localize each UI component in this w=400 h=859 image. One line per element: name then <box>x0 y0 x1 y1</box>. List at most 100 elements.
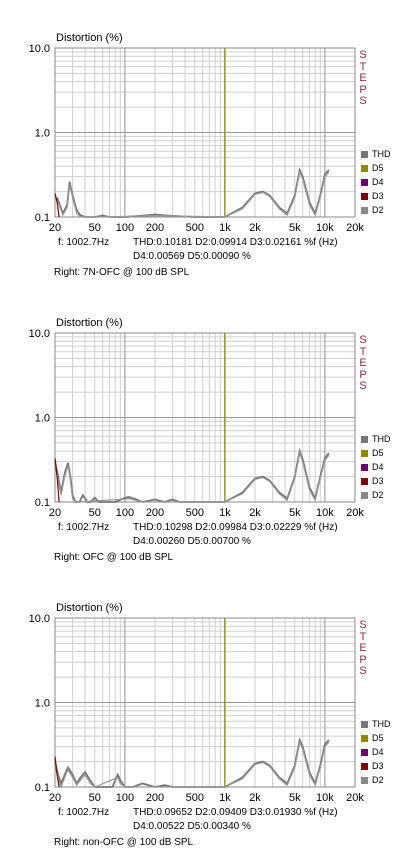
x-tick-label: 100 <box>116 792 134 804</box>
x-tick-label: 20 <box>49 507 61 519</box>
x-tick-label: 2k <box>249 507 261 519</box>
legend-swatch <box>361 164 368 172</box>
legend-item-d2: D2 <box>361 203 391 217</box>
y-tick-label: 0.1 <box>35 212 50 224</box>
legend-swatch <box>361 734 368 742</box>
legend-swatch <box>361 206 368 214</box>
x-tick-label: 100 <box>116 507 134 519</box>
x-tick-label: 50 <box>89 792 101 804</box>
legend-swatch <box>361 449 368 457</box>
legend-swatch <box>361 178 368 186</box>
y-tick-label: 1.0 <box>35 698 50 710</box>
x-tick-label: 10k <box>316 222 334 234</box>
x-tick-label: 100 <box>116 222 134 234</box>
x-tick-label: 5k <box>289 507 301 519</box>
legend-item-d4: D4 <box>361 175 391 189</box>
legend-item-d3: D3 <box>361 189 391 203</box>
series-line-d2 <box>54 740 330 789</box>
chart-caption: Right: OFC @ 100 dB SPL <box>54 552 174 563</box>
legend-item-d3: D3 <box>361 759 391 773</box>
distortion-panel-2: Distortion (%) 10.0 1.0 0.1 20 50 100 200 500 1k… <box>0 285 400 570</box>
distortion-panel-3: Distortion (%) 10.0 1.0 0.1 20 50 100 200 500 1k… <box>0 570 400 855</box>
legend: THD D5 D4 D3 D2 <box>361 432 391 502</box>
legend-item-d2: D2 <box>361 773 391 787</box>
y-tick-label: 0.1 <box>35 497 50 509</box>
legend-swatch <box>361 435 368 443</box>
legend-item-thd: THD <box>361 432 391 446</box>
x-tick-label: 2k <box>249 792 261 804</box>
x-tick-label: 50 <box>89 507 101 519</box>
x-tick-label: 200 <box>146 222 164 234</box>
readout-line-1: THD:0.10298 D2:0.09984 D3:0.02229 %f (Hz… <box>133 522 338 533</box>
distortion-chart-1: 10.0 1.0 0.120 50 100 200 500 1k 2k 5k 10k 20k <box>29 43 365 234</box>
legend-swatch <box>361 762 368 770</box>
legend-swatch <box>361 463 368 471</box>
distortion-chart-3: 10.0 1.0 0.120 50 100 200 500 1k 2k 5k 10k 20k <box>29 613 365 804</box>
readout-line-1: THD:0.10181 D2:0.09914 D3:0.02161 %f (Hz… <box>133 237 338 248</box>
x-tick-label: 200 <box>146 792 164 804</box>
y-tick-label: 10.0 <box>29 43 50 55</box>
x-tick-label: 5k <box>289 222 301 234</box>
y-axis-label: Distortion (%) <box>56 32 123 44</box>
series-line-d3 <box>54 756 60 788</box>
x-tick-label: 2k <box>249 222 261 234</box>
legend: THD D5 D4 D3 D2 <box>361 717 391 787</box>
chart-caption: Right: 7N-OFC @ 100 dB SPL <box>54 267 190 278</box>
legend-item-d5: D5 <box>361 731 391 745</box>
legend-item-d5: D5 <box>361 161 391 175</box>
legend-item-thd: THD <box>361 147 391 161</box>
y-tick-label: 10.0 <box>29 613 50 625</box>
legend-item-thd: THD <box>361 717 391 731</box>
series-line-d2 <box>56 170 330 218</box>
x-tick-label: 20k <box>346 792 364 804</box>
readout-line-2: D4:0.00569 D5:0.00090 % <box>133 251 251 262</box>
x-tick-label: 10k <box>316 792 334 804</box>
legend-item-d4: D4 <box>361 745 391 759</box>
distortion-panel-1: Distortion (%) 10.0 1.0 0.1 20 50 100 200 500 1k… <box>0 0 400 285</box>
legend-swatch <box>361 720 368 728</box>
x-tick-label: 500 <box>186 792 204 804</box>
readout-line-2: D4:0.00260 D5:0.00700 % <box>133 536 251 547</box>
x-tick-label: 10k <box>316 507 334 519</box>
x-tick-label: 500 <box>186 507 204 519</box>
x-tick-label: 50 <box>89 222 101 234</box>
y-tick-label: 1.0 <box>35 128 50 140</box>
legend-swatch <box>361 748 368 756</box>
x-tick-label: 1k <box>219 792 231 804</box>
legend-swatch <box>361 491 368 499</box>
readout-line-1: THD:0.09652 D2:0.09409 D3:0.01930 %f (Hz… <box>133 807 338 818</box>
y-tick-label: 10.0 <box>29 328 50 340</box>
readout-frequency: f: 1002.7Hz <box>58 237 110 248</box>
readout-frequency: f: 1002.7Hz <box>58 807 110 818</box>
series-line-thd <box>56 167 330 218</box>
x-tick-label: 20 <box>49 792 61 804</box>
legend: THD D5 D4 D3 D2 <box>361 147 391 217</box>
y-axis-label: Distortion (%) <box>56 602 123 614</box>
legend-swatch <box>361 477 368 485</box>
x-tick-label: 20k <box>346 222 364 234</box>
legend-item-d4: D4 <box>361 460 391 474</box>
x-tick-label: 1k <box>219 507 231 519</box>
y-tick-label: 1.0 <box>35 413 50 425</box>
x-tick-label: 1k <box>219 222 231 234</box>
x-tick-label: 500 <box>186 222 204 234</box>
x-tick-label: 20 <box>49 222 61 234</box>
series-line-d3 <box>54 193 60 218</box>
legend-item-d5: D5 <box>361 446 391 460</box>
y-axis-label: Distortion (%) <box>56 317 123 329</box>
x-tick-label: 5k <box>289 792 301 804</box>
distortion-chart-2: 10.0 1.0 0.120 50 100 200 500 1k 2k 5k 10k 20k <box>29 328 365 519</box>
legend-swatch <box>361 150 368 158</box>
readout-line-2: D4:0.00522 D5:0.00340 % <box>133 821 251 832</box>
x-tick-label: 200 <box>146 507 164 519</box>
legend-item-d3: D3 <box>361 474 391 488</box>
legend-swatch <box>361 192 368 200</box>
series-line-thd <box>54 737 330 788</box>
series-line-d2 <box>54 450 330 503</box>
x-tick-label: 20k <box>346 507 364 519</box>
series-line-d3 <box>54 458 60 503</box>
chart-caption: Right: non-OFC @ 100 dB SPL <box>54 837 194 848</box>
